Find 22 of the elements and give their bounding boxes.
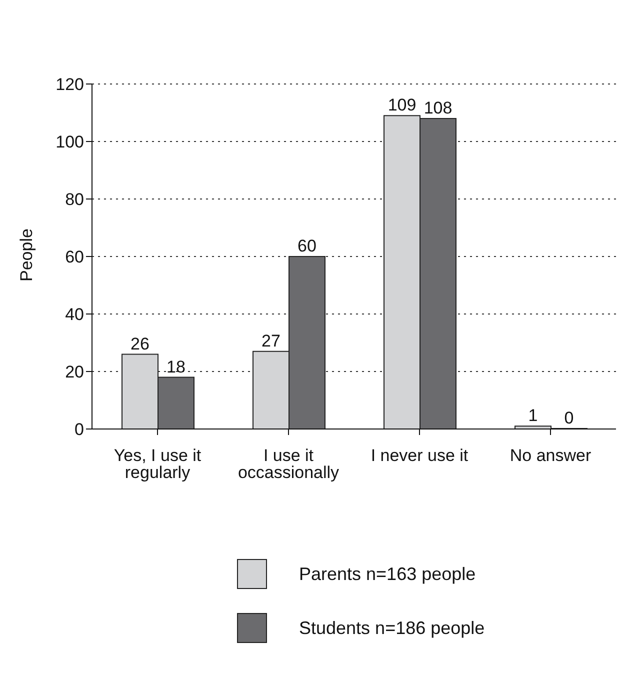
y-tick-label: 60 [65,248,84,267]
x-tick-label: I use it occassionally [238,446,340,482]
data-label: 0 [564,408,574,428]
y-axis-title: People [17,228,36,282]
data-label: 60 [298,236,316,256]
data-label: 109 [388,96,416,115]
x-tick-label: No answer [510,446,592,466]
y-tick-label: 0 [74,420,84,440]
y-tick-label: 40 [65,305,84,324]
x-tick-label: I never use it [370,446,468,466]
legend-label: Students n=186 people [299,618,485,638]
data-label: 18 [166,357,186,376]
legend-label: Parents n=163 people [299,564,476,584]
y-tick-label: 20 [65,362,84,382]
data-label: 26 [130,334,150,354]
data-label: 108 [424,98,452,118]
x-tick-label: Yes, I use it regularly [114,446,202,482]
y-tick-label: 100 [56,132,84,152]
data-label: 27 [262,331,280,350]
y-tick-label: 120 [56,75,84,94]
data-label: 1 [528,406,538,426]
y-tick-label: 80 [65,190,84,210]
